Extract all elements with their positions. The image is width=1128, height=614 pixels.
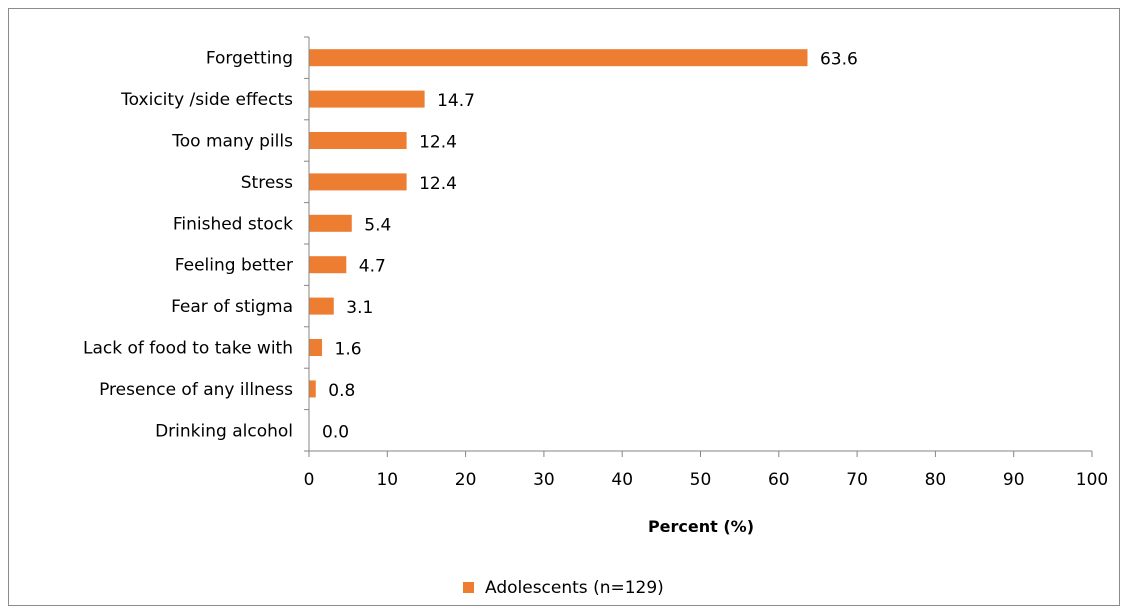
bar (309, 339, 323, 356)
value-label: 63.6 (820, 50, 858, 70)
bar (309, 90, 425, 108)
legend: Adolescents (n=129) (463, 578, 664, 598)
x-axis: 0 10 20 30 40 50 60 70 80 90 100 (304, 36, 1108, 490)
bar (309, 256, 347, 274)
x-tick-label: 50 (690, 470, 712, 490)
category-label: Fear of stigma (171, 297, 293, 317)
legend-label: Adolescents (n=129) (485, 578, 664, 598)
category-label: Too many pills (171, 132, 293, 152)
bars-layer: Forgetting 63.6 Toxicity /side effects 14.7… (83, 49, 858, 443)
x-tick-label: 80 (925, 470, 947, 490)
bar (309, 49, 808, 67)
x-tick-label: 0 (304, 470, 315, 490)
category-label: Stress (241, 173, 293, 193)
value-label: 1.6 (335, 340, 362, 360)
x-tick-label: 90 (1003, 470, 1025, 490)
value-label: 12.4 (419, 174, 457, 194)
bar (309, 297, 334, 315)
value-label: 3.1 (346, 298, 373, 318)
value-label: 14.7 (437, 91, 475, 111)
chart-frame: Forgetting 63.6 Toxicity /side effects 14.7… (8, 8, 1120, 606)
x-tick-label: 30 (533, 470, 555, 490)
value-label: 5.4 (364, 215, 391, 235)
x-tick-label: 100 (1076, 470, 1108, 490)
category-label: Finished stock (173, 214, 293, 234)
bar (309, 380, 316, 398)
value-label: 0.8 (328, 381, 355, 401)
bar (309, 214, 352, 232)
x-tick-label: 10 (376, 470, 398, 490)
value-label: 12.4 (419, 133, 457, 153)
value-label: 0.0 (322, 422, 349, 442)
x-tick-label: 70 (846, 470, 868, 490)
category-label: Drinking alcohol (155, 421, 293, 441)
x-tick-label: 60 (768, 470, 790, 490)
x-tick-label: 20 (455, 470, 477, 490)
legend-swatch (463, 582, 474, 593)
value-label: 4.7 (359, 257, 386, 277)
category-label: Lack of food to take with (83, 339, 293, 359)
bar (309, 173, 407, 191)
category-label: Feeling better (175, 256, 293, 276)
bar (309, 132, 407, 149)
category-label: Presence of any illness (99, 380, 293, 400)
category-label: Toxicity /side effects (120, 90, 293, 110)
category-label: Forgetting (206, 49, 293, 69)
x-axis-title: Percent (%) (648, 517, 754, 536)
bar-chart: Forgetting 63.6 Toxicity /side effects 14.7… (83, 36, 1108, 598)
x-tick-label: 40 (611, 470, 633, 490)
